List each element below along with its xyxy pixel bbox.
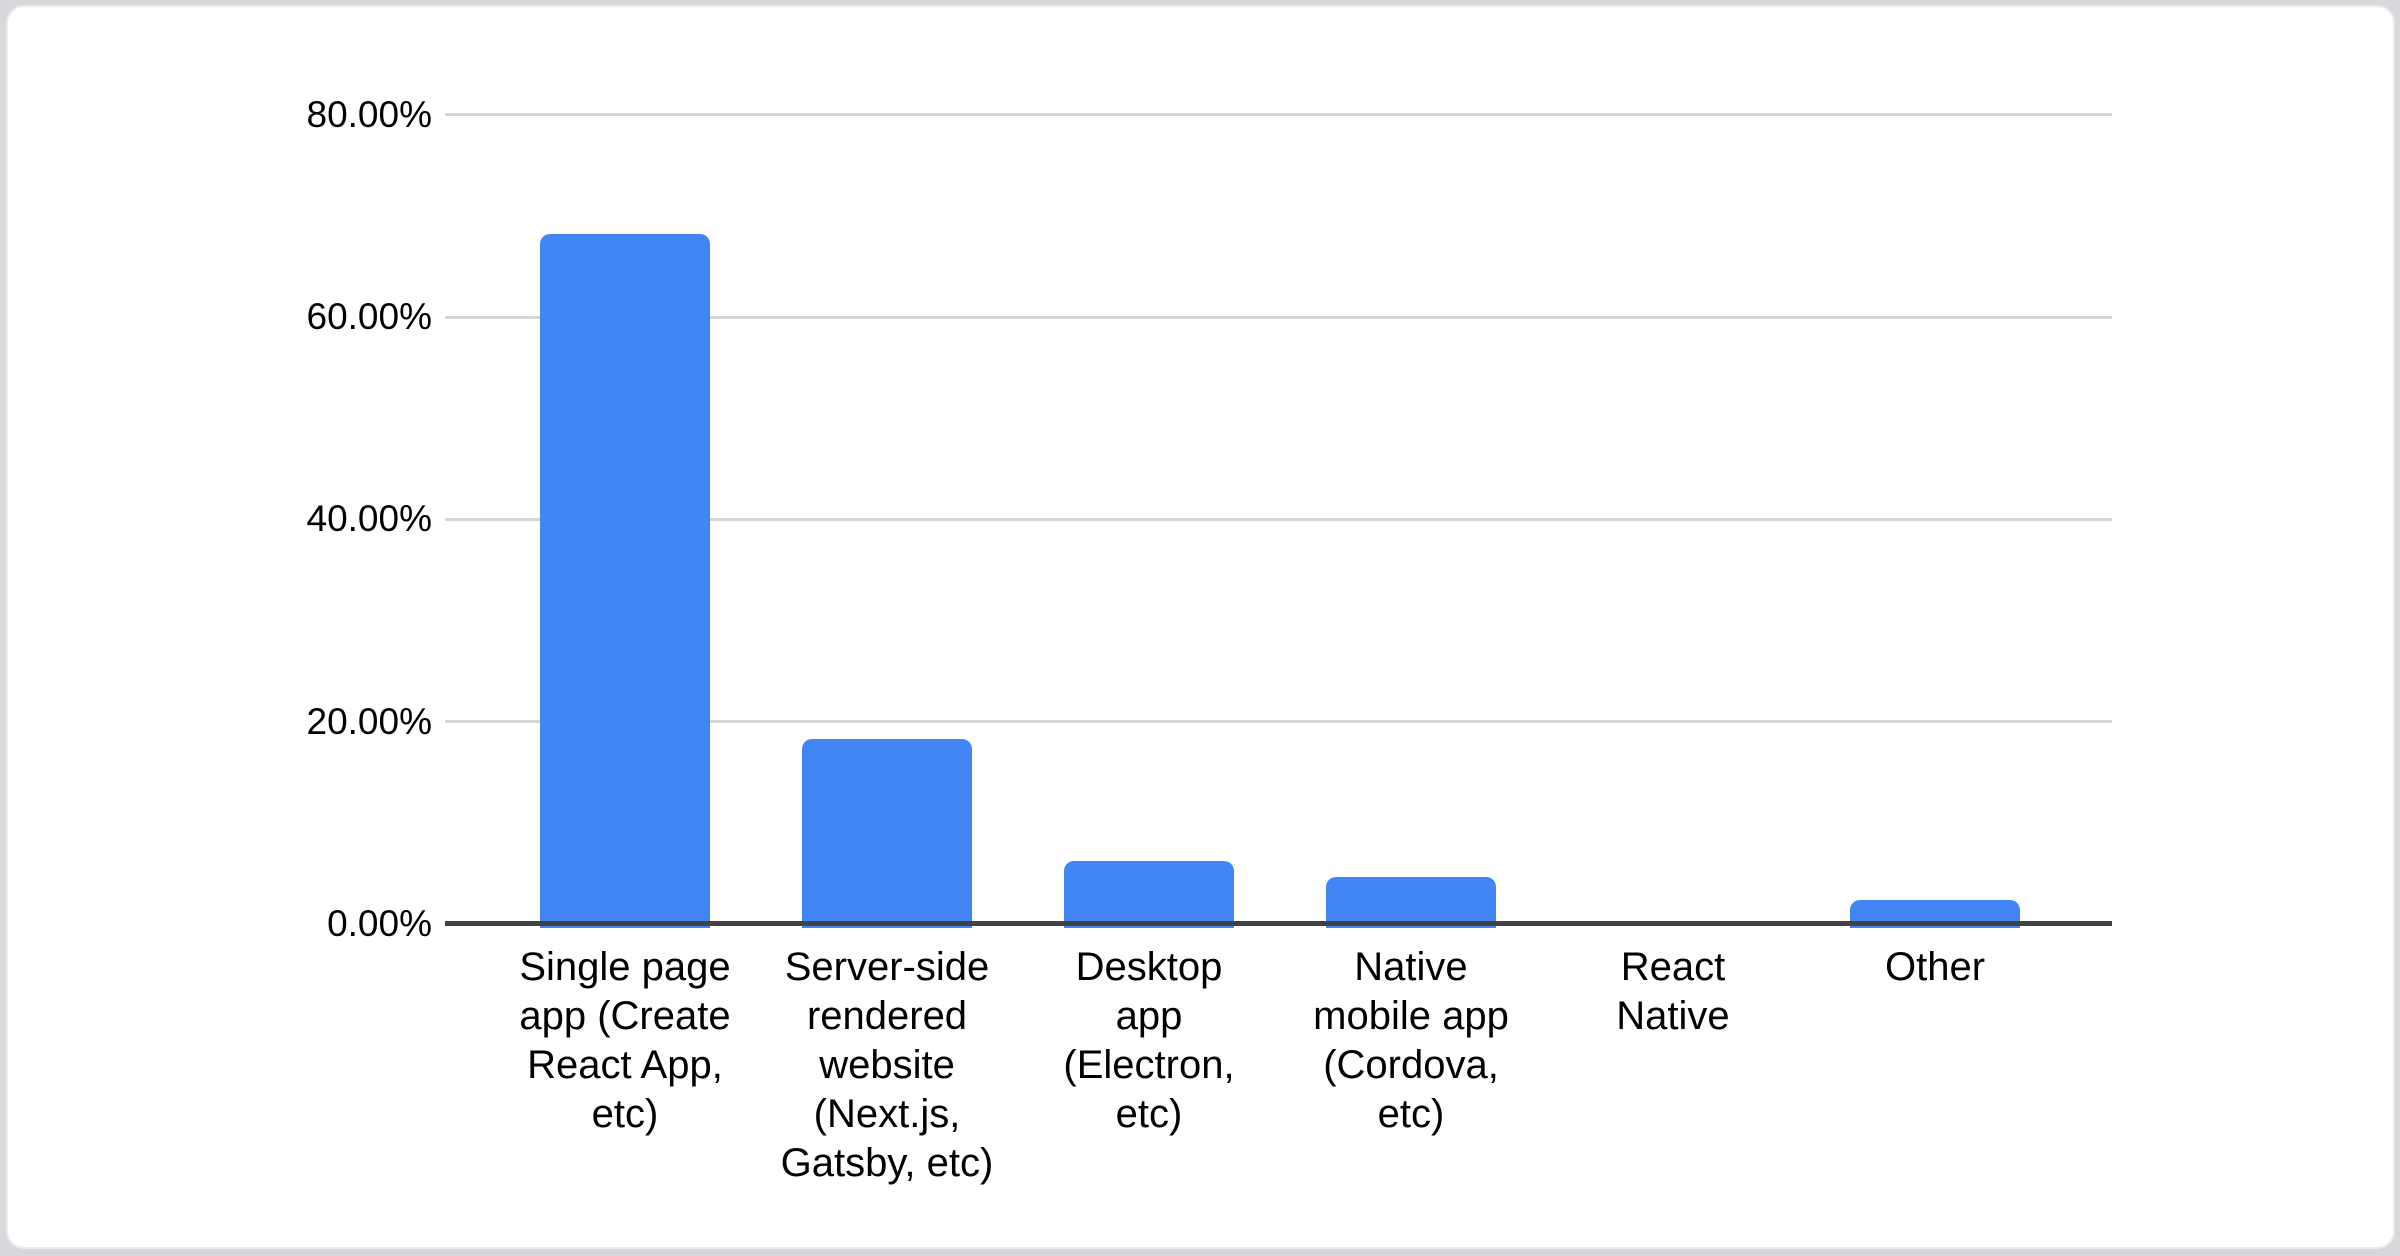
y-axis-tick-label: 20.00% <box>306 701 433 742</box>
x-axis-category-label-line: React App, <box>527 1043 723 1087</box>
y-axis-tick-label: 60.00% <box>306 296 433 337</box>
y-axis-tick-label: 0.00% <box>327 903 432 944</box>
x-axis-category-label-line: etc) <box>1377 1092 1445 1136</box>
x-axis-category-label-line: Desktop <box>1075 945 1223 989</box>
gridline <box>445 113 2112 116</box>
chart-card: 80.00% 60.00% 40.00% 20.00% 0.00% Single page… <box>6 5 2395 1249</box>
x-axis-category-label-line: Single page <box>519 945 731 989</box>
x-axis-category-label-line: (Cordova, <box>1323 1043 1499 1087</box>
y-axis-tick-label: 80.00% <box>306 94 433 135</box>
x-axis-category-label-line: rendered <box>806 994 968 1038</box>
x-axis-category-label-line: website <box>819 1043 955 1087</box>
x-axis-category-label-line: Native <box>1354 945 1468 989</box>
x-axis-category-label-line: Gatsby, etc) <box>780 1141 994 1185</box>
y-axis-tick-label: 40.00% <box>306 498 433 539</box>
x-axis-category-label: Desktop app (Electron, etc) <box>984 943 1314 1139</box>
x-axis-category-label-line: app <box>1115 994 1183 1038</box>
x-axis-category-label: Other <box>1770 943 2100 992</box>
gridline <box>445 518 2112 521</box>
x-axis-category-label: Native mobile app (Cordova, etc) <box>1246 943 1576 1139</box>
x-axis-category-label: Single page app (Create React App, etc) <box>460 943 790 1139</box>
bar <box>1326 877 1496 928</box>
x-axis-category-label-line: (Next.js, <box>813 1092 961 1136</box>
x-axis-category-label-line: React <box>1620 945 1726 989</box>
x-axis-category-label: Server-side rendered website (Next.js, Gatsb… <box>722 943 1052 1188</box>
plot-area: 80.00% 60.00% 40.00% 20.00% 0.00% Single page… <box>8 7 2393 1247</box>
x-axis-category-label-line: (Electron, <box>1063 1043 1235 1087</box>
x-axis-category-label: React Native <box>1508 943 1838 1041</box>
x-axis-category-label-line: Native <box>1616 994 1730 1038</box>
bar <box>802 739 972 928</box>
x-axis-category-label-line: mobile app <box>1313 994 1509 1038</box>
x-axis-category-label-line: Other <box>1884 945 1986 989</box>
x-axis-category-label-line: Server-side <box>784 945 990 989</box>
gridline <box>445 720 2112 723</box>
bar <box>1064 861 1234 928</box>
bar <box>540 234 710 928</box>
x-axis-category-label-line: etc) <box>1115 1092 1183 1136</box>
x-axis-category-label-line: app (Create <box>519 994 731 1038</box>
x-axis-line <box>445 921 2112 926</box>
x-axis-category-label-line: etc) <box>591 1092 659 1136</box>
gridline <box>445 316 2112 319</box>
